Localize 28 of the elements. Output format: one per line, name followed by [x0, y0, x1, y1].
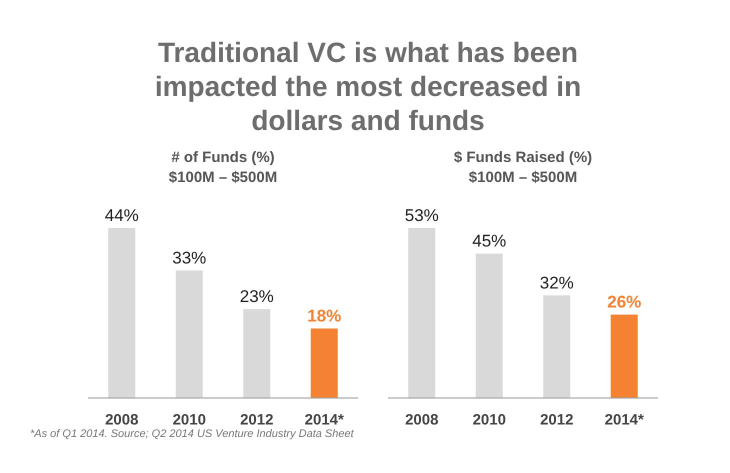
- data-label: 45%: [472, 232, 506, 251]
- data-label: 26%: [607, 292, 642, 312]
- chart-subtitle: # of Funds (%) $100M – $500M: [168, 148, 278, 188]
- data-label: 44%: [104, 206, 139, 225]
- x-tick-label: 2014*: [304, 412, 344, 429]
- chart-subtitle: $ Funds Raised (%) $100M – $500M: [452, 148, 594, 188]
- x-tick-label: 2008: [105, 412, 138, 429]
- bar: [176, 270, 203, 398]
- data-label: 18%: [307, 306, 342, 326]
- x-tick-label: 2010: [172, 412, 206, 429]
- x-tick-label: 2010: [472, 412, 506, 429]
- bar: [310, 328, 338, 398]
- chart-title: Traditional VC is what has been impacted the most decreased in dollars and funds: [154, 36, 582, 138]
- data-label: 32%: [540, 273, 574, 292]
- data-label: 23%: [240, 287, 274, 306]
- x-tick-label: 2008: [405, 412, 438, 429]
- data-label: 33%: [172, 248, 206, 268]
- bar: [610, 314, 638, 398]
- bar: [543, 295, 570, 398]
- data-label: 53%: [404, 206, 439, 225]
- text: *As of Q1 2014. Source; Q2 2014 US Venture Industry Data Sheet: [30, 428, 354, 440]
- bar: [408, 228, 436, 398]
- x-tick-label: 2014*: [604, 412, 644, 429]
- bar: [243, 309, 270, 398]
- bar: [476, 254, 503, 398]
- x-tick-label: 2012: [540, 412, 574, 429]
- x-tick-label: 2012: [240, 412, 274, 429]
- bar: [108, 228, 136, 398]
